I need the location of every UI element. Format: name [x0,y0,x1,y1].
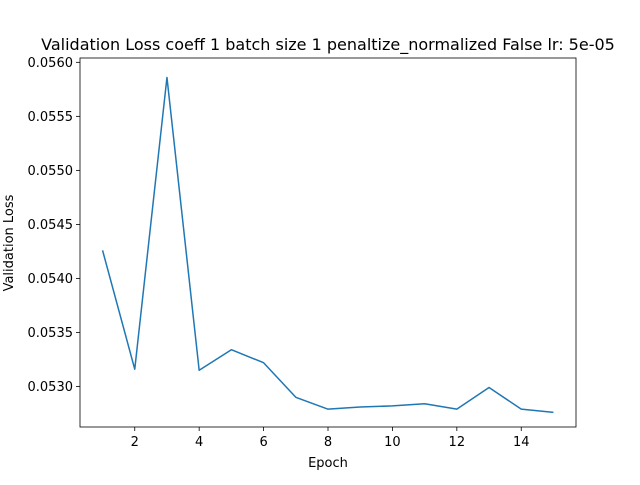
y-axis: 0.0530 0.0535 0.0540 0.0545 0.0550 0.0555 0.05… [28,56,80,395]
x-tick-label: 4 [195,435,203,450]
x-tick-label: 8 [324,435,332,450]
x-tick-label: 10 [384,435,401,450]
chart-title: Validation Loss coeff 1 batch size 1 pen… [41,35,615,55]
y-tick-label: 0.0540 [28,272,74,287]
y-tick-label: 0.0550 [28,164,74,179]
x-tick-label: 6 [259,435,267,450]
series-line-0 [101,76,554,414]
y-tick-label: 0.0560 [28,56,74,71]
x-tick-label: 2 [131,435,139,450]
y-axis-label: Validation Loss [2,194,17,291]
x-tick-label: 12 [449,435,466,450]
y-tick-label: 0.0535 [28,326,74,341]
plot-frame [79,57,577,428]
x-axis-label: Epoch [308,456,348,471]
x-tick-label: 14 [513,435,530,450]
x-axis: 2 4 6 8 10 12 14 [131,427,530,450]
y-tick-label: 0.0555 [28,110,74,125]
y-tick-label: 0.0530 [28,380,74,395]
plot-area [79,57,577,428]
y-tick-label: 0.0545 [28,218,74,233]
